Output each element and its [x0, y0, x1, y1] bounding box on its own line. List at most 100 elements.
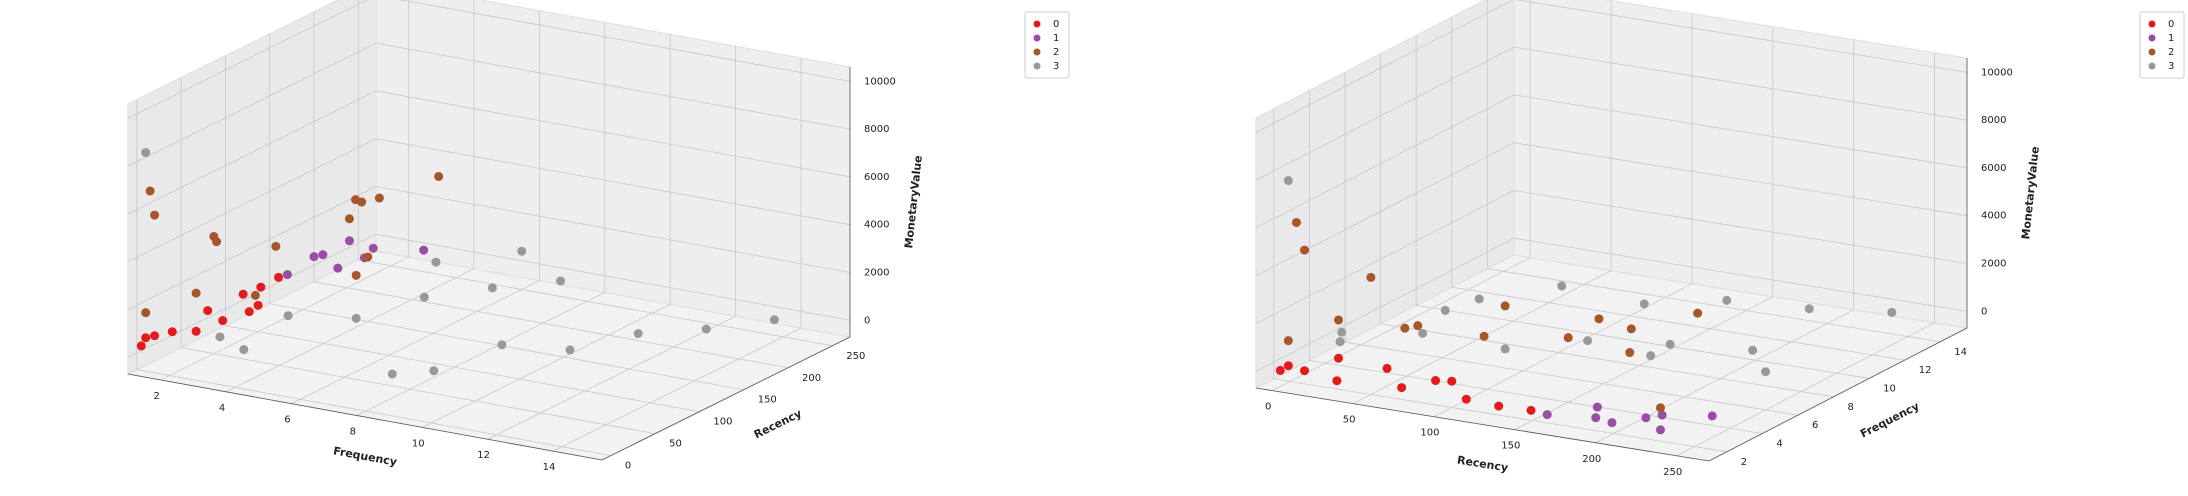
data-point: [309, 252, 319, 262]
data-point: [344, 236, 354, 246]
grid-line: [1595, 39, 1855, 444]
z-tick-label: 0: [864, 315, 870, 326]
data-point: [1657, 410, 1667, 420]
axis-line: [1255, 327, 1968, 462]
data-point: [1655, 425, 1665, 435]
grid-line: [1380, 53, 1834, 398]
chart: 0501001502002502468101214020004000600080…: [1254, 0, 2185, 478]
grid-line: [1486, 0, 1941, 343]
y-axis-label: Frequency: [1858, 400, 1921, 441]
y-tick-label: 50: [669, 439, 682, 450]
x-tick-label: 200: [1582, 454, 1601, 465]
grid-line: [127, 186, 851, 310]
data-point: [1275, 365, 1285, 375]
legend-label: 3: [1053, 61, 1059, 72]
grid-line: [225, 55, 700, 413]
grid-line: [269, 33, 744, 391]
data-point: [1607, 418, 1617, 428]
y-tick-label: 100: [713, 417, 732, 428]
data-point: [556, 276, 566, 286]
data-point: [218, 316, 228, 326]
data-point: [434, 171, 444, 181]
grid-line: [357, 0, 833, 347]
z-tick-label: 0: [1981, 306, 1987, 317]
data-point: [1334, 315, 1344, 325]
grid-line: [1255, 142, 1968, 277]
z-tick-label: 2000: [864, 267, 889, 278]
data-point: [1563, 333, 1573, 343]
data-point: [145, 186, 155, 196]
y-tick-label: 4: [1776, 438, 1782, 449]
data-point: [250, 290, 260, 300]
grid-line: [225, 0, 475, 393]
legend-marker: [1033, 62, 1041, 70]
data-point: [344, 214, 354, 224]
data-point: [1639, 299, 1649, 309]
data-point: [244, 307, 254, 317]
legend-box: [1024, 11, 1070, 79]
data-point: [1500, 301, 1510, 311]
grid-line: [1344, 72, 1799, 416]
data-point: [1440, 305, 1450, 315]
legend-marker: [2148, 48, 2156, 56]
z-tick-label: 10000: [1981, 67, 2013, 78]
grid-line: [127, 0, 851, 119]
data-point: [1625, 348, 1635, 358]
y-tick-label: 12: [1919, 365, 1932, 376]
data-point: [374, 193, 384, 203]
left-pane: [1255, 0, 1515, 389]
legend-label: 2: [2168, 47, 2174, 58]
data-point: [1665, 339, 1675, 349]
grid-line: [127, 233, 851, 358]
x-tick-label: 14: [543, 462, 556, 473]
z-tick-label: 6000: [1981, 163, 2006, 174]
data-point: [1887, 307, 1897, 317]
grid-line: [127, 90, 851, 215]
z-tick-label: 8000: [1981, 115, 2006, 126]
grid-line: [127, 138, 851, 263]
data-point: [271, 241, 281, 251]
grid-line: [552, 58, 802, 452]
data-point: [1626, 324, 1636, 334]
z-tick-label: 6000: [864, 172, 889, 183]
grid-line: [127, 42, 851, 167]
grid-line: [160, 0, 410, 381]
data-point: [191, 326, 201, 336]
legend-label: 0: [2168, 19, 2174, 30]
x-tick-label: 0: [1265, 402, 1271, 413]
legend-label: 1: [2168, 33, 2174, 44]
data-point: [1400, 323, 1410, 333]
legend-label: 0: [1053, 19, 1059, 30]
data-point: [1283, 336, 1293, 346]
data-point: [1283, 176, 1293, 186]
legend-marker: [1033, 48, 1041, 56]
data-point: [387, 369, 397, 379]
y-tick-label: 14: [1954, 347, 1967, 358]
data-point: [497, 340, 507, 350]
y-tick-label: 2: [1741, 457, 1747, 468]
data-point: [141, 333, 151, 343]
data-point: [1413, 321, 1423, 331]
data-point: [1583, 336, 1593, 346]
data-point: [282, 270, 292, 280]
y-tick-label: 250: [846, 351, 865, 362]
data-point: [363, 252, 373, 262]
legend-box: [2139, 11, 2185, 79]
data-point: [141, 148, 151, 158]
legend-marker: [2148, 20, 2156, 28]
grid-line: [356, 22, 606, 416]
data-point: [1461, 394, 1471, 404]
data-point: [1418, 328, 1428, 338]
data-point: [1431, 376, 1441, 386]
data-point: [167, 327, 177, 337]
legend-marker: [1033, 34, 1041, 42]
data-point: [517, 246, 527, 256]
x-tick-label: 2: [154, 391, 160, 402]
data-point: [1804, 304, 1814, 314]
legend-label: 2: [1053, 47, 1059, 58]
data-point: [253, 300, 263, 310]
x-tick-label: 4: [219, 403, 225, 414]
x-tick-label: 12: [477, 450, 490, 461]
